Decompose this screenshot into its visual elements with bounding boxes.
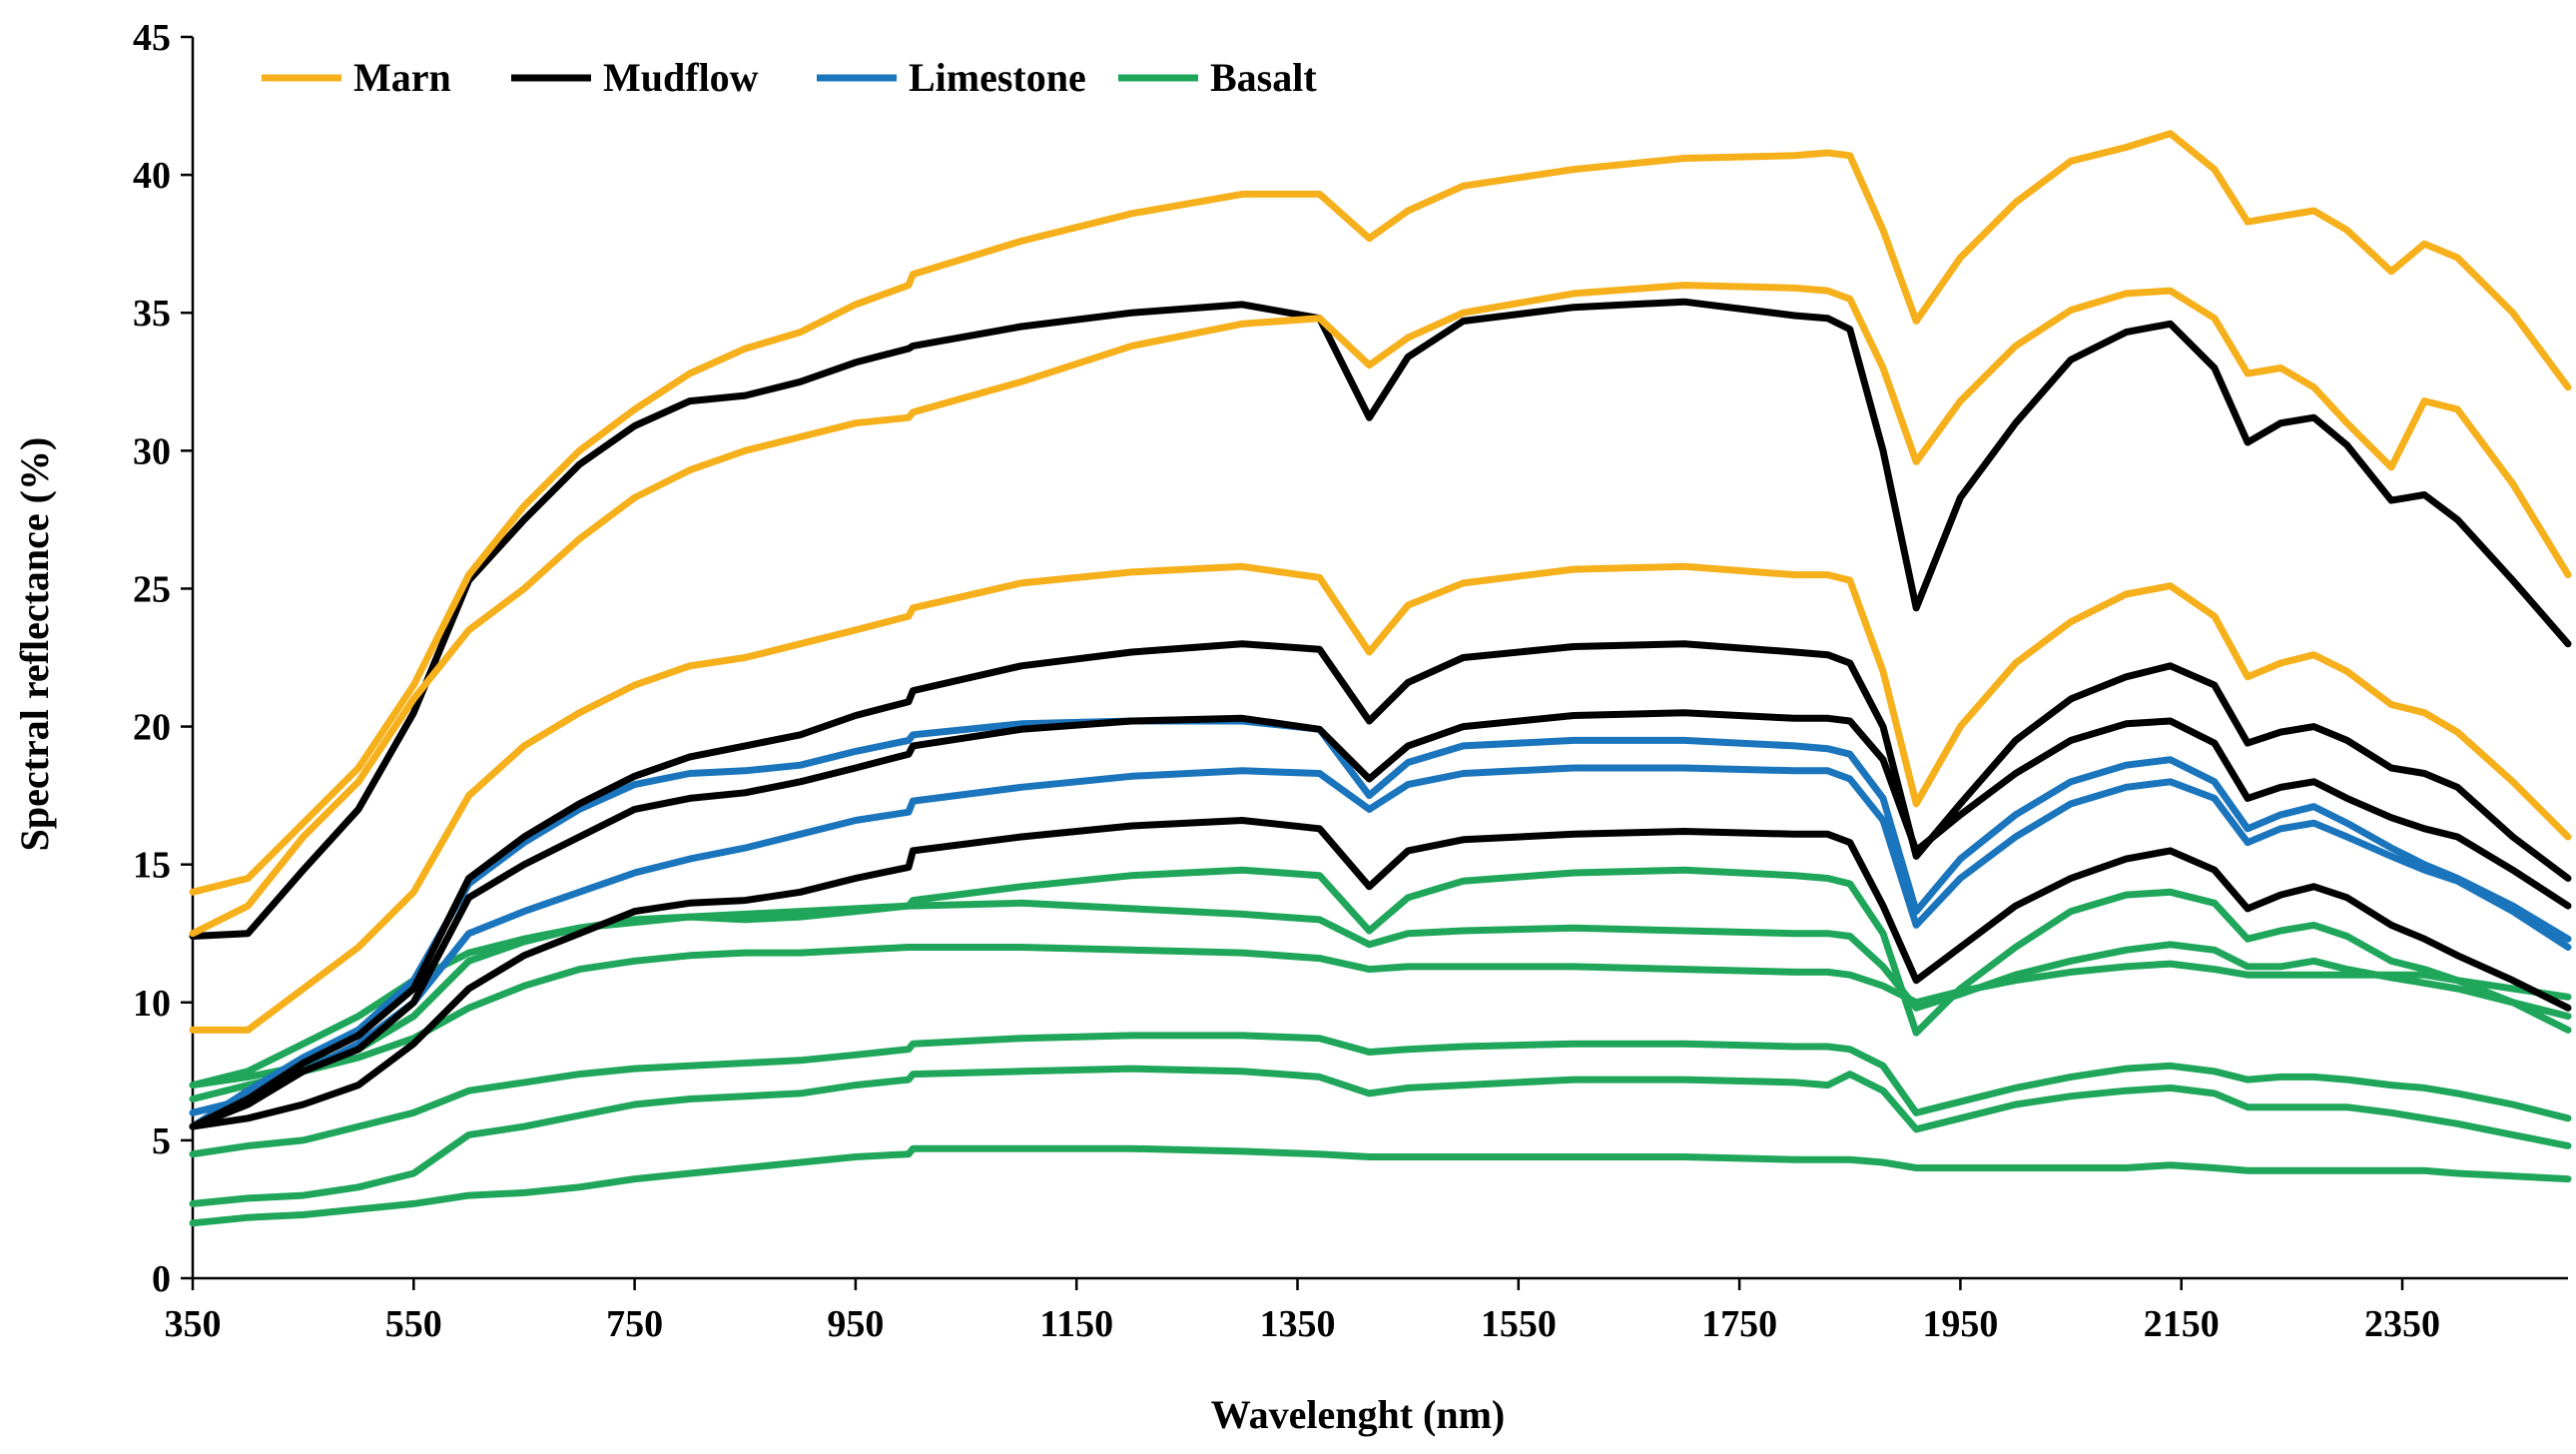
axes: 0 5 10 15 20 25 30 35 40 45 350 550 750 950 1150 1350 1… (133, 17, 2568, 1345)
series-lines (189, 130, 2572, 1227)
legend-label-limestone: Limestone (909, 55, 1086, 100)
x-tick-label: 1350 (1260, 1303, 1336, 1345)
x-axis-title: Wavelenght (nm) (1211, 1392, 1505, 1437)
x-tick-label: 1550 (1481, 1303, 1557, 1345)
series-line-basalt-3 (189, 944, 2572, 1102)
legend: Marn Mudflow Limestone Basalt (262, 55, 1317, 100)
series-line-basalt-4 (189, 1032, 2572, 1158)
series-line-mudflow-4 (189, 817, 2572, 1130)
series-line-basalt-6 (189, 1144, 2572, 1227)
y-tick-label: 35 (133, 293, 171, 335)
y-tick-label: 40 (133, 155, 171, 197)
x-tick-label: 750 (606, 1303, 663, 1345)
series-line-marn-2 (189, 282, 2572, 938)
legend-label-mudflow: Mudflow (603, 55, 759, 100)
x-tick-label: 2150 (2144, 1303, 2220, 1345)
series-line-limestone-2 (189, 764, 2572, 1116)
legend-label-basalt: Basalt (1210, 55, 1317, 100)
y-tick-label: 30 (133, 430, 171, 472)
series-line-marn-3 (189, 562, 2572, 1034)
y-tick-label: 0 (152, 1258, 171, 1300)
legend-label-marn: Marn (353, 55, 451, 100)
series-line-mudflow-3 (189, 709, 2572, 1130)
y-tick-label: 5 (152, 1120, 171, 1162)
y-tick-label: 20 (133, 707, 171, 749)
y-tick-label: 45 (133, 17, 171, 59)
series-line-mudflow-2 (189, 640, 2572, 1130)
series-line-basalt-2 (189, 899, 2572, 1090)
series-line-marn-1 (189, 130, 2572, 896)
series-line-limestone-1 (189, 717, 2572, 1130)
series-line-mudflow-1 (189, 298, 2572, 940)
x-tick-label: 1150 (1039, 1303, 1113, 1345)
y-tick-label: 10 (133, 983, 171, 1025)
x-tick-label: 1750 (1701, 1303, 1777, 1345)
x-tick-label: 350 (165, 1303, 222, 1345)
x-tick-label: 1950 (1922, 1303, 1998, 1345)
x-tick-label: 950 (827, 1303, 884, 1345)
y-tick-label: 25 (133, 568, 171, 610)
y-ticks: 0 5 10 15 20 25 30 35 40 45 (133, 17, 193, 1300)
series-line-basalt-5 (189, 1065, 2572, 1207)
y-tick-label: 15 (133, 845, 171, 887)
x-tick-label: 550 (385, 1303, 442, 1345)
x-ticks: 350 550 750 950 1150 1350 1550 1750 1950 2150 2350 (165, 1278, 2440, 1345)
y-axis-title: Spectral reflectance (%) (12, 437, 57, 852)
x-tick-label: 2350 (2364, 1303, 2440, 1345)
